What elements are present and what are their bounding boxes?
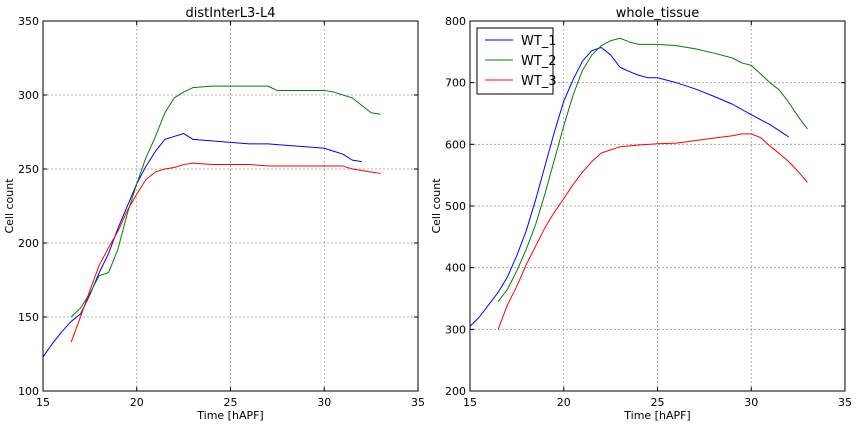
series-line-2 (70, 85, 381, 318)
legend-label: WT_1 (521, 34, 557, 49)
legend-label: WT_3 (521, 74, 557, 89)
y-tick-label: 500 (445, 200, 466, 213)
legend-label: WT_2 (521, 54, 557, 69)
x-tick-label: 30 (744, 396, 758, 409)
grid-lines (470, 21, 845, 391)
series-line-wt-1 (469, 47, 790, 327)
y-tick-label: 350 (18, 15, 39, 28)
series-line-wt-2 (497, 37, 808, 302)
y-tick-label: 400 (445, 262, 466, 275)
x-tick-label: 15 (36, 396, 50, 409)
y-tick-label: 100 (18, 385, 39, 398)
y-tick-label: 300 (445, 323, 466, 336)
y-tick-label: 250 (18, 163, 39, 176)
y-tick-label: 600 (445, 138, 466, 151)
series-line-3 (70, 162, 381, 343)
legend: WT_1 WT_2 WT_3 (476, 27, 557, 95)
y-axis-label: Cell count (430, 178, 443, 234)
chart-panel-1: 15 20 25 30 35 100 150 200 250 300 350 distInterL3-… (3, 6, 425, 422)
x-tick-label: 30 (317, 396, 331, 409)
x-axis-label: Time [hAPF] (623, 409, 690, 422)
x-tick-label: 25 (651, 396, 665, 409)
chart-title: distInterL3-L4 (186, 6, 276, 21)
x-tick-label: 20 (130, 396, 144, 409)
legend-box (476, 27, 554, 95)
x-tick-label: 20 (557, 396, 571, 409)
y-tick-label: 300 (18, 89, 39, 102)
y-tick-label: 200 (445, 385, 466, 398)
x-tick-label: 35 (411, 396, 425, 409)
x-tick-label: 35 (838, 396, 852, 409)
x-tick-label: 15 (463, 396, 477, 409)
x-tick-label: 25 (224, 396, 238, 409)
y-tick-label: 700 (445, 77, 466, 90)
y-axis-label: Cell count (3, 178, 16, 234)
y-tick-label: 800 (445, 15, 466, 28)
series-line-wt-3 (497, 133, 808, 330)
x-axis-label: Time [hAPF] (196, 409, 263, 422)
chart-title: whole_tissue (616, 6, 699, 21)
chart-panel-2: 15 20 25 30 35 200 300 400 500 600 700 800 whole_tis… (430, 6, 852, 422)
y-tick-label: 200 (18, 237, 39, 250)
y-tick-label: 150 (18, 311, 39, 324)
